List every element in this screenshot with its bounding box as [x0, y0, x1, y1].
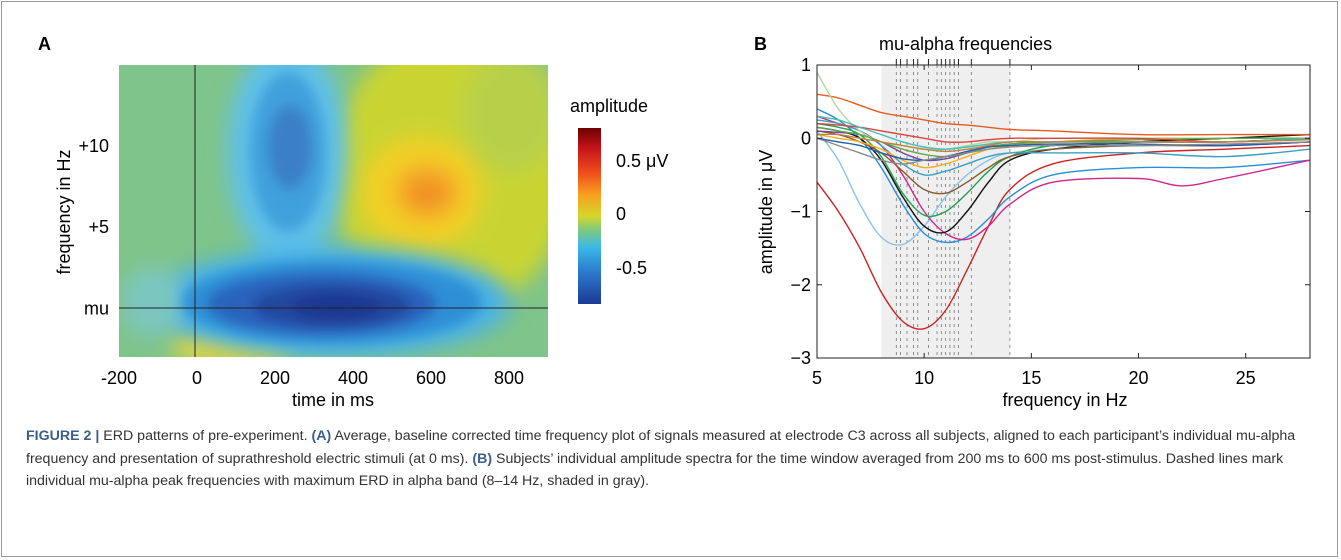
heatmap-x-tick: 200 — [260, 368, 290, 388]
heatmap-x-tick: 800 — [494, 368, 524, 388]
heatmap-x-tick: -200 — [101, 368, 137, 388]
panel-b-label: B — [754, 34, 767, 54]
spectra-x-tick: 15 — [1021, 368, 1041, 388]
spectra-x-tick: 10 — [914, 368, 934, 388]
figure-caption: FIGURE 2 | ERD patterns of pre-experimen… — [26, 425, 1321, 493]
spectra-y-tick: −2 — [790, 275, 811, 295]
spectra-y-tick: 0 — [801, 128, 811, 148]
peak-frequency-lines — [895, 59, 1011, 358]
heatmap-x-tick: 600 — [416, 368, 446, 388]
colorbar — [578, 128, 601, 304]
caption-text-1: ERD patterns of pre-experiment. — [99, 428, 312, 444]
heatmap-x-tick: 400 — [338, 368, 368, 388]
spectrum-line-9 — [817, 93, 1310, 136]
spectra-y-tick: −3 — [790, 348, 811, 368]
spectra-x-tick: 20 — [1129, 368, 1149, 388]
heatmap-y-ticks: +10 +5 mu — [78, 136, 109, 318]
panel-a-label: A — [38, 34, 51, 54]
spectrum-line-16 — [817, 137, 1310, 165]
spectra-plot: 5 10 15 20 25 10−1−2−3 — [790, 55, 1311, 388]
figure-canvas: A — [38, 34, 1311, 410]
heatmap-x-label: time in ms — [292, 390, 374, 410]
spectra-series — [817, 71, 1310, 330]
heatmap-x-ticks: -200 0 200 400 600 800 — [101, 368, 524, 388]
caption-label: FIGURE 2 | — [26, 428, 100, 444]
spectrum-line-18 — [817, 133, 1310, 153]
spectra-y-label: amplitude in μV — [756, 150, 776, 274]
spectra-x-tick: 25 — [1236, 368, 1256, 388]
spectra-y-tick: −1 — [790, 202, 811, 222]
colorbar-tick-high: 0.5 μV — [616, 151, 668, 171]
colorbar-title: amplitude — [570, 96, 648, 116]
caption-text-3: Subjects’ individual amplitude spectra f… — [26, 450, 1284, 490]
colorbar-tick-low: -0.5 — [616, 258, 647, 278]
mu-alpha-label: mu-alpha frequencies — [879, 34, 1052, 54]
colorbar-ticks: 0.5 μV 0 -0.5 — [616, 151, 668, 278]
spectrum-line-14 — [817, 137, 1310, 162]
caption-text-2: Average, baseline corrected time frequen… — [26, 428, 1296, 467]
spectra-x-label: frequency in Hz — [1002, 390, 1127, 410]
heatmap-y-label: frequency in Hz — [54, 149, 74, 274]
heatmap-y-tick: +5 — [88, 217, 109, 237]
spectra-x-ticks: 5 10 15 20 25 — [812, 65, 1256, 388]
heatmap — [119, 65, 548, 357]
spectrum-line-15 — [817, 122, 1310, 143]
caption-ref-b: (B) — [472, 450, 493, 467]
spectra-x-tick: 5 — [812, 368, 822, 388]
spectra-y-tick: 1 — [801, 55, 811, 75]
spectra-y-ticks: 1 0 −1 −2 −3 — [790, 55, 1310, 368]
heatmap-y-tick: +10 — [78, 136, 109, 156]
heatmap-y-tick: mu — [84, 298, 109, 318]
colorbar-tick-zero: 0 — [616, 204, 626, 224]
heatmap-x-tick: 0 — [192, 368, 202, 388]
caption-ref-a: (A) — [311, 428, 332, 444]
